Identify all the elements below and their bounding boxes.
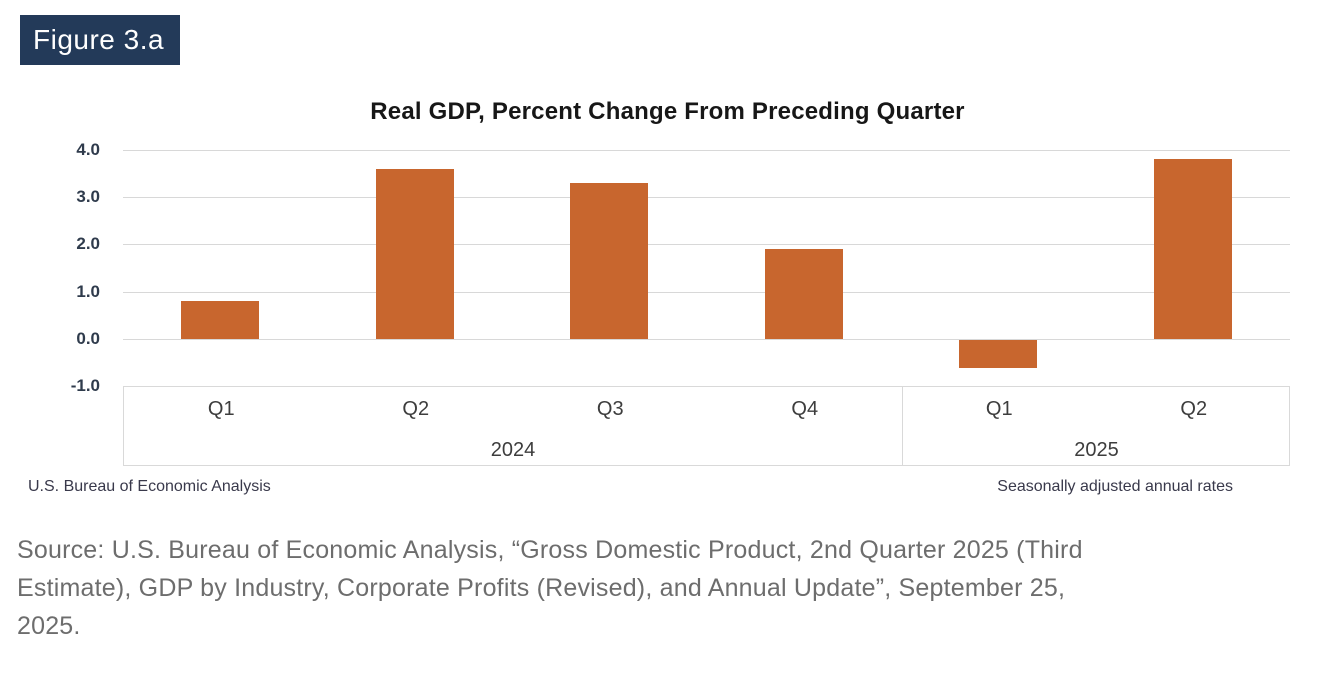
y-tick-label-2.0: 2.0 <box>76 234 100 254</box>
x-label-q4-2024: Q4 <box>791 398 819 420</box>
x-label-q2-2024: Q2 <box>402 398 430 420</box>
gridline <box>123 150 1290 151</box>
x-axis-band: Q1 Q2 Q3 Q4 2024 Q1 Q2 2025 <box>123 386 1290 466</box>
bar-q2-2024 <box>375 168 454 339</box>
x-label-q3-2024: Q3 <box>596 398 624 420</box>
y-tick-label-3.0: 3.0 <box>76 187 100 207</box>
source-line-3: 2025. <box>17 612 81 640</box>
year-label-2024: 2024 <box>490 439 536 461</box>
gridline <box>123 197 1290 199</box>
source-line-2: Estimate), GDP by Industry, Corporate Pr… <box>17 574 1066 602</box>
y-tick-label-4.0: 4.0 <box>76 140 100 159</box>
source-line-1: Source: U.S. Bureau of Economic Analysis… <box>17 536 1083 564</box>
chart-source-note: U.S. Bureau of Economic Analysis <box>28 478 271 495</box>
y-tick-label-1.0: 1.0 <box>76 281 100 301</box>
y-tick-label-0.0: 0.0 <box>76 328 100 348</box>
x-label-q2-2025: Q2 <box>1180 398 1208 420</box>
year-label-2025: 2025 <box>1074 439 1119 461</box>
bar-q1-2025 <box>959 339 1038 369</box>
gridline <box>123 338 1290 340</box>
year-group-separator <box>902 387 903 465</box>
source-citation: Source: U.S. Bureau of Economic Analysis… <box>17 531 1332 645</box>
bar-q1-2024 <box>181 301 260 339</box>
gridline <box>123 291 1290 293</box>
bar-q3-2024 <box>570 183 649 339</box>
chart-adjustment-note: Seasonally adjusted annual rates <box>997 478 1233 495</box>
bar-q4-2024 <box>764 249 843 339</box>
figure-label: Figure 3.a <box>20 15 181 65</box>
plot-area <box>123 150 1290 386</box>
bar-q2-2025 <box>1153 159 1232 339</box>
gridline <box>123 244 1290 246</box>
x-label-q1-2025: Q1 <box>985 398 1013 420</box>
chart-title: Real GDP, Percent Change From Preceding … <box>370 98 965 125</box>
x-label-q1-2024: Q1 <box>207 398 235 420</box>
y-tick-label--1.0: -1.0 <box>70 376 100 395</box>
